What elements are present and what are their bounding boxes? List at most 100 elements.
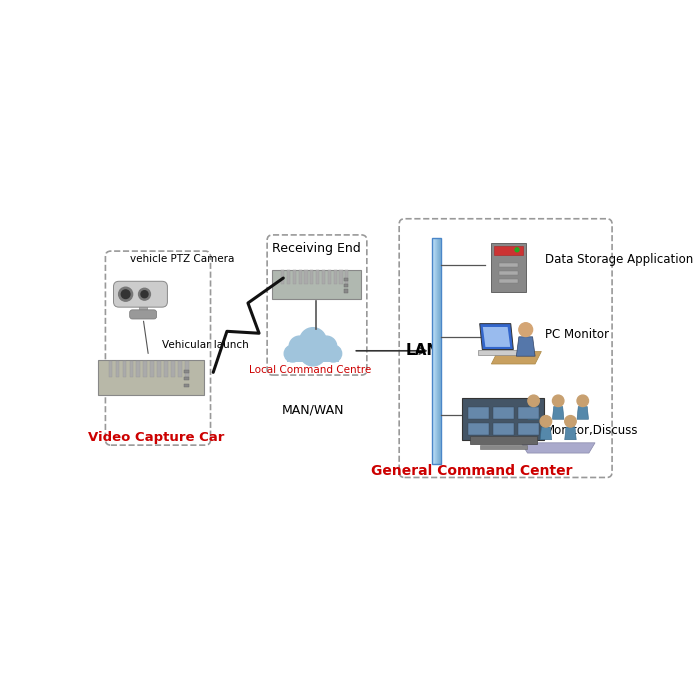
FancyBboxPatch shape	[468, 423, 489, 435]
Circle shape	[515, 248, 519, 252]
FancyBboxPatch shape	[316, 270, 319, 284]
FancyBboxPatch shape	[122, 360, 127, 377]
FancyBboxPatch shape	[186, 360, 189, 377]
FancyBboxPatch shape	[287, 350, 340, 362]
FancyBboxPatch shape	[113, 281, 167, 307]
FancyBboxPatch shape	[299, 270, 302, 284]
Polygon shape	[528, 407, 539, 419]
FancyBboxPatch shape	[499, 263, 519, 267]
FancyBboxPatch shape	[293, 270, 296, 284]
Circle shape	[528, 395, 539, 407]
Text: Video Capture Car: Video Capture Car	[88, 430, 225, 444]
FancyBboxPatch shape	[340, 270, 342, 284]
Polygon shape	[552, 407, 564, 419]
FancyBboxPatch shape	[437, 237, 438, 464]
Text: Data Storage Application: Data Storage Application	[545, 253, 693, 266]
FancyBboxPatch shape	[287, 270, 290, 284]
FancyBboxPatch shape	[494, 423, 514, 435]
FancyBboxPatch shape	[468, 407, 489, 419]
Polygon shape	[540, 427, 552, 440]
FancyBboxPatch shape	[438, 237, 440, 464]
FancyBboxPatch shape	[139, 302, 147, 313]
Circle shape	[121, 290, 130, 298]
FancyBboxPatch shape	[462, 398, 545, 440]
Circle shape	[141, 290, 148, 298]
Circle shape	[577, 395, 589, 407]
FancyBboxPatch shape	[144, 360, 148, 377]
Polygon shape	[517, 337, 535, 356]
FancyBboxPatch shape	[435, 237, 437, 464]
Polygon shape	[483, 327, 510, 347]
FancyBboxPatch shape	[98, 360, 204, 395]
Text: MAN/WAN: MAN/WAN	[281, 404, 344, 416]
Circle shape	[316, 336, 337, 357]
Circle shape	[300, 328, 326, 354]
FancyBboxPatch shape	[432, 237, 434, 464]
Polygon shape	[491, 351, 541, 364]
FancyBboxPatch shape	[518, 423, 539, 435]
Polygon shape	[577, 407, 589, 419]
Circle shape	[552, 395, 564, 407]
FancyBboxPatch shape	[322, 270, 325, 284]
FancyBboxPatch shape	[184, 370, 189, 374]
Text: Vehicular launch: Vehicular launch	[162, 340, 248, 351]
FancyBboxPatch shape	[494, 246, 523, 255]
Circle shape	[325, 345, 342, 362]
FancyBboxPatch shape	[470, 436, 537, 444]
FancyBboxPatch shape	[438, 237, 440, 464]
FancyBboxPatch shape	[136, 360, 141, 377]
FancyBboxPatch shape	[310, 270, 314, 284]
FancyBboxPatch shape	[436, 237, 438, 464]
Circle shape	[289, 336, 310, 357]
FancyBboxPatch shape	[150, 360, 154, 377]
FancyBboxPatch shape	[106, 251, 211, 445]
Circle shape	[300, 340, 326, 366]
FancyBboxPatch shape	[494, 407, 514, 419]
FancyBboxPatch shape	[439, 237, 441, 464]
FancyBboxPatch shape	[130, 360, 134, 377]
FancyBboxPatch shape	[304, 270, 308, 284]
FancyBboxPatch shape	[435, 237, 438, 464]
FancyBboxPatch shape	[499, 279, 519, 283]
Text: PC Monitor: PC Monitor	[545, 328, 609, 341]
FancyBboxPatch shape	[281, 270, 284, 284]
FancyBboxPatch shape	[433, 237, 434, 464]
Text: Local Command Centre: Local Command Centre	[249, 365, 372, 374]
FancyBboxPatch shape	[399, 218, 612, 477]
FancyBboxPatch shape	[480, 444, 526, 449]
FancyBboxPatch shape	[431, 237, 433, 464]
FancyBboxPatch shape	[267, 235, 367, 375]
FancyBboxPatch shape	[178, 360, 182, 377]
FancyBboxPatch shape	[184, 384, 189, 388]
Circle shape	[540, 416, 552, 427]
FancyBboxPatch shape	[434, 237, 436, 464]
FancyBboxPatch shape	[433, 237, 435, 464]
FancyBboxPatch shape	[272, 270, 361, 300]
Text: General Command Center: General Command Center	[371, 464, 573, 478]
FancyBboxPatch shape	[344, 284, 348, 287]
Text: Receiving End: Receiving End	[272, 242, 361, 255]
FancyBboxPatch shape	[433, 237, 435, 464]
Circle shape	[519, 323, 533, 337]
FancyBboxPatch shape	[438, 237, 440, 464]
Polygon shape	[480, 323, 513, 349]
FancyBboxPatch shape	[499, 271, 519, 275]
FancyBboxPatch shape	[172, 360, 175, 377]
FancyBboxPatch shape	[116, 360, 120, 377]
Polygon shape	[565, 427, 576, 440]
FancyBboxPatch shape	[491, 244, 526, 293]
Circle shape	[139, 288, 150, 300]
FancyBboxPatch shape	[438, 237, 440, 464]
Circle shape	[565, 416, 576, 427]
FancyBboxPatch shape	[434, 237, 436, 464]
FancyBboxPatch shape	[435, 237, 437, 464]
FancyBboxPatch shape	[518, 407, 539, 419]
Text: LAN: LAN	[405, 343, 440, 358]
FancyBboxPatch shape	[437, 237, 439, 464]
FancyBboxPatch shape	[478, 349, 517, 355]
FancyBboxPatch shape	[158, 360, 161, 377]
FancyBboxPatch shape	[344, 289, 348, 293]
FancyBboxPatch shape	[130, 310, 157, 319]
Circle shape	[118, 287, 132, 301]
FancyBboxPatch shape	[436, 237, 438, 464]
